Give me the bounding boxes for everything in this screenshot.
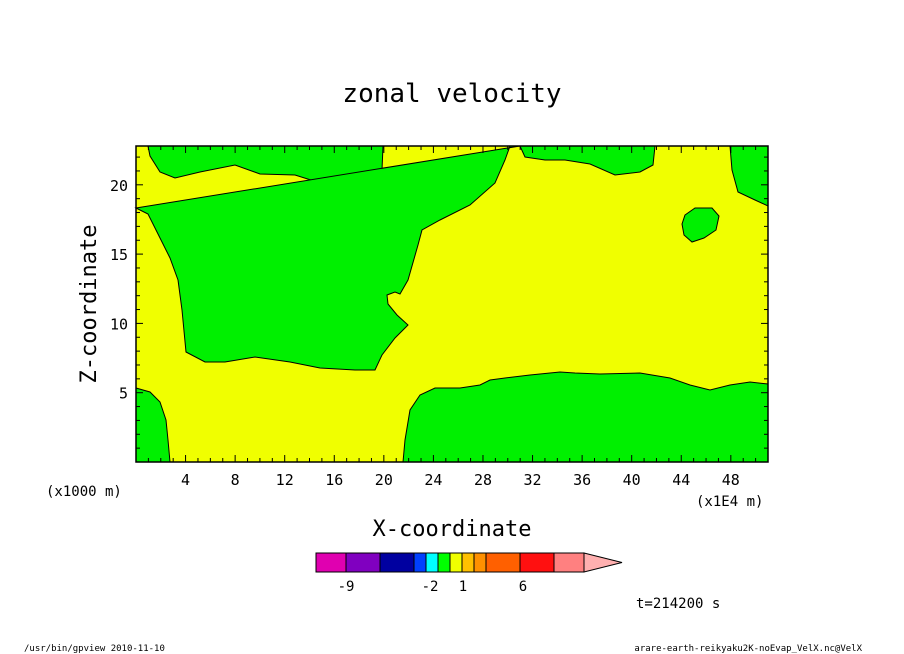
y-unit-note: (x1000 m) bbox=[46, 484, 122, 500]
time-label: t=214200 s bbox=[636, 596, 720, 612]
colorbar-swatch bbox=[473, 552, 487, 573]
green-blob bbox=[681, 207, 720, 243]
x-axis-label: X-coordinate bbox=[373, 517, 532, 542]
plot-area bbox=[134, 145, 769, 463]
colorbar-label: -9 bbox=[338, 579, 355, 595]
colorbar-swatch bbox=[413, 552, 427, 573]
axis-ticks bbox=[136, 146, 768, 462]
colorbar-swatch bbox=[461, 552, 475, 573]
colorbar-swatch bbox=[519, 552, 555, 573]
colorbar-label: 1 bbox=[459, 579, 467, 595]
colorbar bbox=[315, 552, 623, 573]
x-tick-label: 20 bbox=[375, 471, 393, 489]
footer-left: /usr/bin/gpview 2010-11-10 bbox=[24, 644, 165, 654]
x-tick-label: 48 bbox=[722, 471, 740, 489]
colorbar-swatch bbox=[425, 552, 439, 573]
colorbar-label: -2 bbox=[422, 579, 439, 595]
x-tick-label: 4 bbox=[181, 471, 190, 489]
plot-frame bbox=[135, 145, 769, 463]
x-tick-label: 12 bbox=[276, 471, 294, 489]
x-tick-label: 24 bbox=[424, 471, 442, 489]
y-axis-label: Z-coordinate bbox=[77, 225, 102, 384]
colorbar-label: 6 bbox=[519, 579, 527, 595]
colorbar-swatch bbox=[437, 552, 451, 573]
footer-right: arare-earth-reikyaku2K-noEvap_VelX.nc@Ve… bbox=[634, 644, 862, 654]
y-tick-label: 15 bbox=[110, 246, 128, 264]
y-tick-label: 10 bbox=[110, 315, 128, 333]
colorbar-swatch bbox=[315, 552, 347, 573]
colorbar-swatch bbox=[345, 552, 381, 573]
colorbar-swatch bbox=[553, 552, 585, 573]
x-unit-note: (x1E4 m) bbox=[696, 494, 763, 510]
colorbar-labels: -9 -2 1 6 bbox=[338, 579, 528, 595]
colorbar-extend-arrow bbox=[583, 552, 623, 573]
y-tick-label: 20 bbox=[110, 177, 128, 195]
colorbar-swatch bbox=[379, 552, 415, 573]
colorbar-swatch bbox=[485, 552, 521, 573]
green-bottom-right bbox=[402, 371, 769, 463]
x-tick-label: 16 bbox=[325, 471, 343, 489]
x-tick-label: 44 bbox=[672, 471, 690, 489]
x-tick-label: 32 bbox=[524, 471, 542, 489]
green-upper-left bbox=[134, 145, 656, 371]
y-tick-label: 5 bbox=[119, 385, 128, 403]
x-tick-label: 28 bbox=[474, 471, 492, 489]
chart-title: zonal velocity bbox=[342, 79, 561, 109]
x-tick-label: 36 bbox=[573, 471, 591, 489]
x-tick-label: 40 bbox=[623, 471, 641, 489]
colorbar-swatch bbox=[449, 552, 463, 573]
x-tick-label: 8 bbox=[231, 471, 240, 489]
